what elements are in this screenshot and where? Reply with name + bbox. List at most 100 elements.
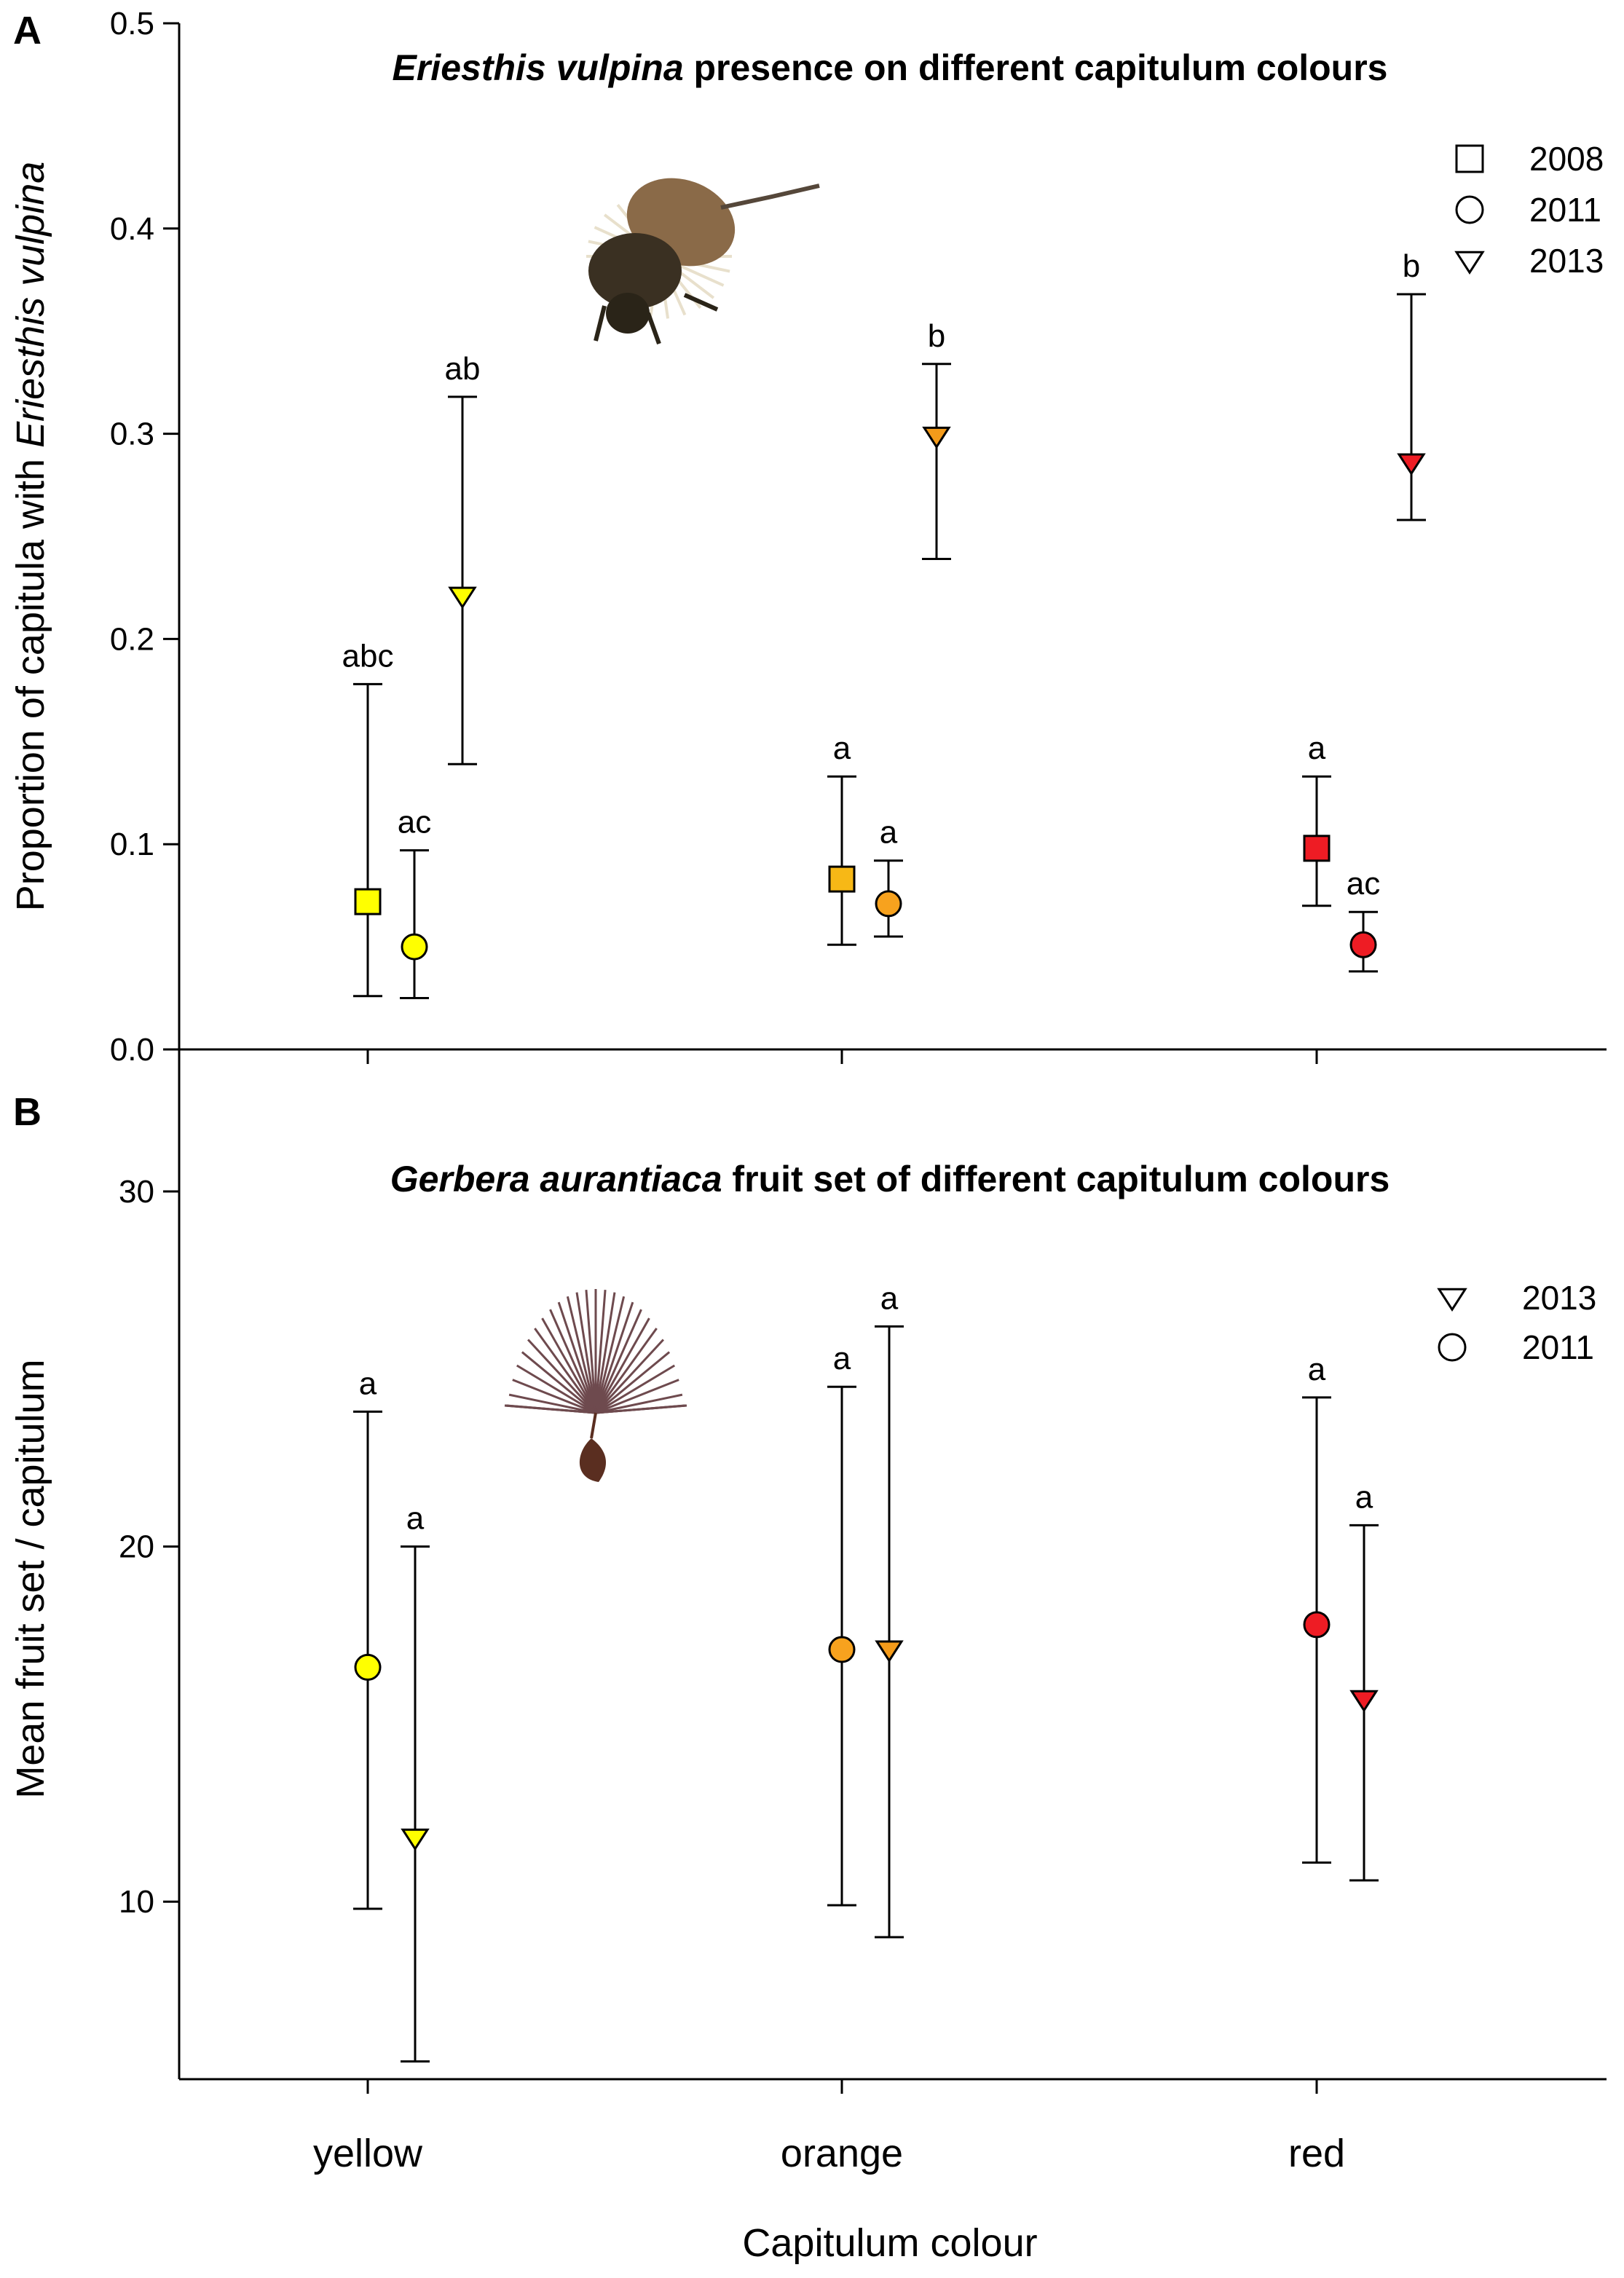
panel-a-2011-yellow-marker (401, 933, 428, 961)
panel-b-x-axis-label: Capitulum colour (742, 2221, 1037, 2265)
panel-a-2008-orange-marker (828, 865, 856, 893)
seed-pappus-bristle (508, 1393, 596, 1414)
panel-b-2013-red-marker (1349, 1690, 1379, 1713)
panel-a-y-axis-label: Proportion of capitula with Eriesthis vu… (9, 162, 52, 912)
panel-a-2008-yellow-marker (354, 888, 382, 915)
panel-b-ytick-label: 20 (119, 1529, 154, 1565)
panel-a-legend-2013-marker (1454, 251, 1485, 275)
panel-a-ytick-label: 0.0 (110, 1032, 154, 1068)
beetle-thorax (588, 233, 682, 309)
panel-a-ylabel-prefix: Proportion of capitula with (9, 448, 52, 911)
panel-a-title-rest: presence on different capitulum colours (684, 47, 1388, 88)
panel-b-2011-yellow-significance-label: a (359, 1365, 377, 1401)
panel-b-ytick-label: 30 (119, 1174, 154, 1210)
panel-b-2013-yellow-marker (401, 1828, 430, 1851)
seed-pappus-bristle (557, 1301, 597, 1414)
panel-b-2013-yellow-significance-label: a (406, 1501, 425, 1537)
panel-a-ytick-label: 0.1 (110, 827, 154, 862)
seed-pappus-bristle (595, 1404, 687, 1414)
panel-a-2013-red-significance-label: b (1403, 248, 1420, 284)
panel-b-legend-2013-label: 2013 (1522, 1279, 1596, 1317)
panel-a-ytick-label: 0.2 (110, 621, 154, 657)
seed-pappus-bristle (534, 1328, 597, 1414)
panel-a-2013-yellow-marker (448, 586, 477, 610)
seed-pappus-bristle (575, 1292, 597, 1414)
panel-a-legend-2008-marker (1455, 144, 1484, 173)
panel-b-title-italic: Gerbera aurantiaca (390, 1159, 722, 1199)
panel-a-legend-2013-label: 2013 (1529, 242, 1604, 280)
seed-pappus-bristle (594, 1301, 634, 1414)
panel-a-2008-yellow-significance-label: abc (342, 638, 394, 674)
seed-pappus-bristle (566, 1296, 597, 1414)
panel-a-letter: A (13, 9, 42, 52)
beetle-front-leg-right (646, 312, 661, 345)
seed-pappus-bristle (595, 1379, 679, 1414)
panel-b-2013-red-significance-label: a (1355, 1479, 1373, 1515)
seed-pappus-bristle (594, 1290, 607, 1414)
seed-achene (579, 1438, 607, 1482)
panel-b-legend-2011-label: 2011 (1522, 1328, 1594, 1366)
panel-b-title: Gerbera aurantiaca fruit set of differen… (390, 1159, 1390, 1199)
beetle-front-leg-left (594, 305, 607, 342)
seed-pappus-bristle (594, 1309, 642, 1414)
panel-a-legend-2011-marker (1455, 195, 1484, 224)
panel-b-2013-orange-marker (875, 1640, 904, 1663)
panel-a-2011-yellow-significance-label: ac (398, 805, 431, 840)
panel-b-y-axis-label: Mean fruit set / capitulum (9, 1359, 52, 1798)
seed-pappus-bristle (541, 1317, 597, 1414)
panel-a-2013-orange-significance-label: b (928, 318, 945, 354)
panel-a-2011-orange-marker (875, 890, 902, 918)
panel-b-2011-red-marker (1303, 1611, 1331, 1639)
beetle-hind-leg (720, 184, 820, 210)
panel-a-2011-red-marker (1349, 931, 1377, 958)
seed-pappus-bristle (512, 1379, 596, 1414)
beetle-head (606, 293, 650, 334)
panel-a-2011-orange-significance-label: a (880, 815, 898, 851)
panel-a-ylabel-italic: Eriesthis vulpina (9, 162, 52, 448)
beetle-mid-leg (683, 293, 719, 312)
seed-pappus-bristle (516, 1364, 596, 1414)
panel-b-category-label-red: red (1288, 2132, 1345, 2175)
panel-b-2011-orange-significance-label: a (833, 1341, 851, 1376)
panel-a-2008-red-marker (1303, 835, 1331, 862)
panel-b-2011-yellow-marker (354, 1653, 382, 1681)
seed-pappus-bristle (521, 1351, 596, 1414)
panel-a-legend-2011-label: 2011 (1529, 191, 1601, 229)
panel-a-2013-orange-marker (922, 426, 951, 449)
panel-b-2011-red-significance-label: a (1308, 1352, 1326, 1387)
panel-a-2013-yellow-significance-label: ab (445, 351, 481, 387)
panel-a-2013-red-marker (1397, 453, 1426, 476)
seed-pappus-bristle (594, 1292, 616, 1414)
seed-pappus-bristle (595, 1393, 683, 1414)
panel-a-ytick-label: 0.3 (110, 417, 154, 452)
panel-a-ytick-label: 0.5 (110, 6, 154, 42)
panel-b-2013-orange-significance-label: a (880, 1280, 899, 1316)
seed-pappus-bristle (594, 1296, 626, 1414)
gerbera-seed-pappus-icon (504, 1289, 687, 1482)
panel-b-title-rest: fruit set of different capitulum colours (722, 1159, 1390, 1199)
seed-pappus-bristle (549, 1309, 597, 1414)
panel-a-2011-red-significance-label: ac (1347, 866, 1380, 902)
panel-b-category-label-yellow: yellow (313, 2132, 423, 2175)
seed-pappus-bristle (594, 1328, 658, 1414)
seed-beak (590, 1412, 597, 1439)
panel-b-legend-2011-marker (1438, 1333, 1467, 1362)
seed-pappus-bristle (585, 1290, 597, 1414)
seed-pappus-bristle (506, 1404, 596, 1414)
panel-a-legend-2008-label: 2008 (1529, 140, 1604, 178)
panel-a-ytick-label: 0.4 (110, 211, 154, 247)
eriesthis-vulpina-beetle-icon (586, 178, 820, 345)
seed-pappus-bristle (527, 1339, 597, 1414)
panel-a-title-italic: Eriesthis vulpina (393, 47, 684, 88)
seed-pappus-bristle (594, 1317, 650, 1414)
seed-pappus-bristle (594, 1339, 664, 1414)
panel-b-category-label-orange: orange (781, 2132, 903, 2175)
panel-b-2011-orange-marker (828, 1636, 856, 1663)
panel-b-letter: B (13, 1090, 42, 1134)
panel-b-ytick-label: 10 (119, 1884, 154, 1920)
panel-b-legend-2013-marker (1437, 1288, 1467, 1312)
seed-pappus-bristle (595, 1364, 676, 1414)
panel-a-2008-red-significance-label: a (1308, 730, 1326, 766)
seed-pappus-bristle (595, 1351, 671, 1414)
